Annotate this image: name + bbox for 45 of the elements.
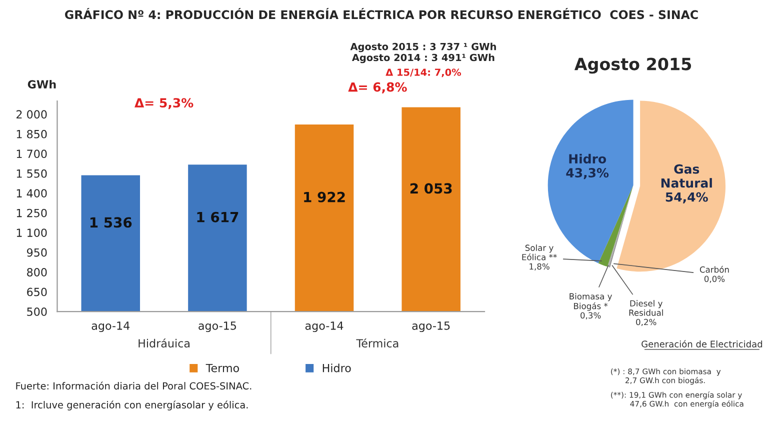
data-label: 0,2% <box>636 318 656 326</box>
text: 0,0% <box>704 276 725 283</box>
x-tick-label: ago-15 <box>412 322 450 332</box>
slice-label: Solar y Eólica ** <box>522 244 557 260</box>
data-label: 54,4% <box>666 192 708 204</box>
chart-title: GRÁFICO Nº 4: PRODUCCIÓN DE ENERGÍA ELÉCTRICA POR RECURSO ENERGÉTICO COES - SINAC <box>65 8 698 20</box>
data-label: 1 617 <box>197 212 238 222</box>
x-tick-label: ago-15 <box>198 322 236 332</box>
slice-label: Biomasa y Biogás * <box>570 293 612 311</box>
text: Fuerte: Información diaria del Poral COES-SINAC. <box>16 382 252 390</box>
text: Térmica <box>356 338 398 348</box>
text: Δ= 6,8% <box>348 82 407 94</box>
data-label: 1 536 <box>90 217 132 228</box>
data-label: 43,3% <box>566 168 609 180</box>
data-label: 1 922 <box>304 192 345 202</box>
y-tick-label: 1 400 <box>16 189 47 198</box>
x-tick-label: ago-14 <box>305 322 344 332</box>
data-label: 0,3% <box>580 312 601 320</box>
y-tick-label: 2 000 <box>16 110 47 119</box>
y-tick-label: 950 <box>26 248 47 257</box>
y-tick-label: 500 <box>27 308 47 316</box>
text: 1: Ircluve generación con energíasolar y eólica. <box>16 400 248 410</box>
y-tick-label: 1 550 <box>16 169 47 178</box>
category-label: Carbón <box>700 266 729 273</box>
y-tick-label: 1 850 <box>16 130 47 138</box>
legend-label: Termo <box>206 364 239 372</box>
y-tick-label: 1 700 <box>16 150 47 158</box>
annotation: Δ= 5,3% <box>134 98 194 110</box>
text: Hidráuica <box>138 338 190 348</box>
y-tick-label: 1 100 <box>16 228 47 237</box>
y-axis-title: GWh <box>28 80 56 89</box>
slice-label: Gas Natural <box>661 164 712 188</box>
y-tick-label: 800 <box>27 268 47 276</box>
y-tick-label: 1 250 <box>16 208 47 218</box>
text: Δ 15/14: 7,0% <box>386 68 462 78</box>
y-tick-label: 650 <box>27 288 47 296</box>
chart-subtitle: Agosto 2015 : 3 737 ¹ GWh Agosto 2014 : 3 491¹ GWh <box>350 42 496 64</box>
slice-label: Diesel y Residual <box>629 300 663 316</box>
data-label: 2 053 <box>410 183 452 194</box>
data-label: 1,8% <box>530 263 550 270</box>
legend-label: Hidro <box>322 364 351 372</box>
chart-title: Agosto 2015 <box>574 58 692 74</box>
x-tick-label: ago-14 <box>92 322 130 332</box>
slice-label: Hidro <box>569 154 606 164</box>
text: Generación de Electricidad <box>642 340 762 348</box>
